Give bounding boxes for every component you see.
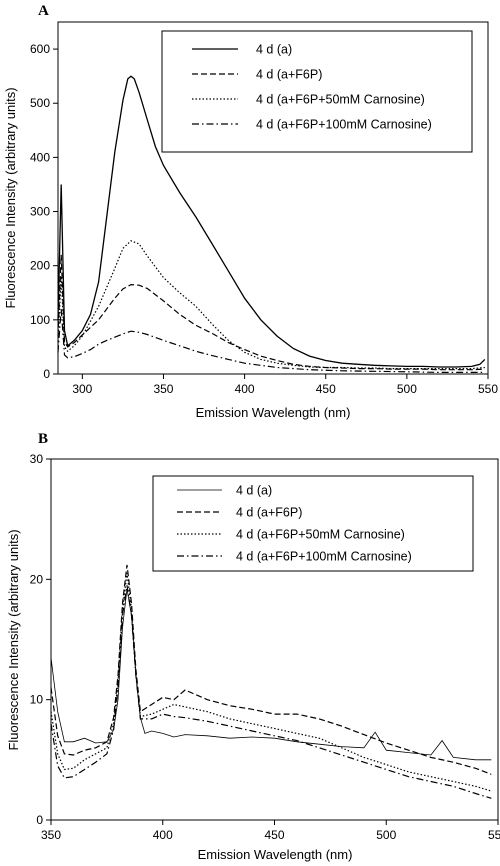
panel-b-legend-label-2: 4 d (a+F6P) bbox=[236, 506, 302, 520]
panel-a-y-tick-label: 100 bbox=[30, 313, 50, 327]
panel-a-y-tick-label: 0 bbox=[43, 367, 50, 381]
panel-a-series-line-2 bbox=[57, 254, 485, 371]
panel-a-legend-box bbox=[161, 30, 473, 153]
panel-b-y-tick-label: 10 bbox=[30, 693, 44, 707]
panel-b-x-tick-label: 550 bbox=[488, 828, 500, 842]
panel-a-x-tick-label: 500 bbox=[397, 382, 417, 396]
panel-b-y-tick-label: 30 bbox=[30, 452, 44, 466]
panel-label-b: B bbox=[38, 431, 48, 447]
panel-a-x-tick-label: 450 bbox=[316, 382, 336, 396]
panel-b-y-tick-label: 0 bbox=[36, 813, 43, 827]
panel-a-x-tick-label: 550 bbox=[478, 382, 498, 396]
panel-b-legend-label-3: 4 d (a+F6P+50mM Carnosine) bbox=[236, 528, 405, 542]
panel-a-legend-label-3: 4 d (a+F6P+50mM Carnosine) bbox=[256, 93, 425, 107]
panel-b-x-tick-label: 400 bbox=[153, 828, 173, 842]
panel-a-legend: 4 d (a) 4 d (a+F6P) 4 d (a+F6P+50mM Carnos… bbox=[161, 30, 473, 153]
panel-b-legend-label-1: 4 d (a) bbox=[236, 484, 272, 498]
panel-b-x-tick-label: 350 bbox=[41, 828, 61, 842]
panel-b-series-line-4 bbox=[50, 585, 492, 799]
panel-a-y-tick-label: 400 bbox=[30, 150, 50, 164]
panel-a-legend-items: 4 d (a) 4 d (a+F6P) 4 d (a+F6P+50mM Carnos… bbox=[192, 43, 432, 132]
panel-a-series-line-1 bbox=[57, 75, 486, 368]
panel-b-x-axis-title: Emission Wavelength (nm) bbox=[198, 847, 353, 862]
panel-a-x-tick-label: 350 bbox=[153, 382, 173, 396]
chart-panel-b: B 350 400 450 500 550 0 10 20 30 Emission Wavel… bbox=[6, 431, 500, 862]
panel-b-y-axis-title: Fluorescence Intensity (arbitrary units) bbox=[6, 529, 21, 750]
panel-b-legend-box bbox=[152, 475, 474, 572]
panel-b-series-line-1 bbox=[50, 588, 492, 761]
panel-b-y-tick-label: 20 bbox=[30, 572, 44, 586]
panel-b-x-tick-label: 450 bbox=[264, 828, 284, 842]
panel-a-x-tick-label: 400 bbox=[235, 382, 255, 396]
panel-a-x-axis-title: Emission Wavelength (nm) bbox=[196, 405, 351, 420]
panel-a-y-tick-label: 600 bbox=[30, 42, 50, 56]
panel-a-legend-label-1: 4 d (a) bbox=[256, 43, 292, 57]
panel-b-series-line-2 bbox=[50, 564, 492, 775]
panel-b-y-ticks: 0 10 20 30 bbox=[30, 452, 51, 827]
panel-a-y-ticks: 0 100 200 300 400 500 600 bbox=[30, 42, 58, 381]
panel-b-series bbox=[50, 564, 492, 799]
panel-a-y-tick-label: 300 bbox=[30, 205, 50, 219]
panel-a-series-line-3 bbox=[57, 240, 485, 370]
panel-a-x-tick-label: 300 bbox=[72, 382, 92, 396]
panel-a-y-tick-label: 500 bbox=[30, 96, 50, 110]
panel-a-legend-label-2: 4 d (a+F6P) bbox=[256, 68, 322, 82]
panel-label-a: A bbox=[38, 3, 49, 19]
panel-a-y-axis-title: Fluorescence Intensity (arbitrary units) bbox=[3, 87, 18, 308]
panel-a-y-tick-label: 200 bbox=[30, 259, 50, 273]
panel-b-legend-label-4: 4 d (a+F6P+100mM Carnosine) bbox=[236, 550, 412, 564]
panel-a-plot-frame bbox=[57, 21, 489, 375]
panel-b-legend-items: 4 d (a) 4 d (a+F6P) 4 d (a+F6P+50mM Carnos… bbox=[177, 484, 412, 564]
panel-a-x-ticks: 300 350 400 450 500 550 bbox=[72, 374, 498, 396]
panel-b-x-ticks: 350 400 450 500 550 bbox=[41, 820, 500, 842]
panel-a-series-line-4 bbox=[57, 308, 485, 373]
panel-a-legend-label-4: 4 d (a+F6P+100mM Carnosine) bbox=[256, 118, 432, 132]
panel-a-series bbox=[57, 75, 486, 373]
panel-b-legend: 4 d (a) 4 d (a+F6P) 4 d (a+F6P+50mM Carnos… bbox=[152, 475, 474, 572]
chart-panel-a: A 300 350 400 450 500 550 0 100 200 300 400 500 600… bbox=[3, 3, 498, 420]
panel-b-x-tick-label: 500 bbox=[376, 828, 396, 842]
